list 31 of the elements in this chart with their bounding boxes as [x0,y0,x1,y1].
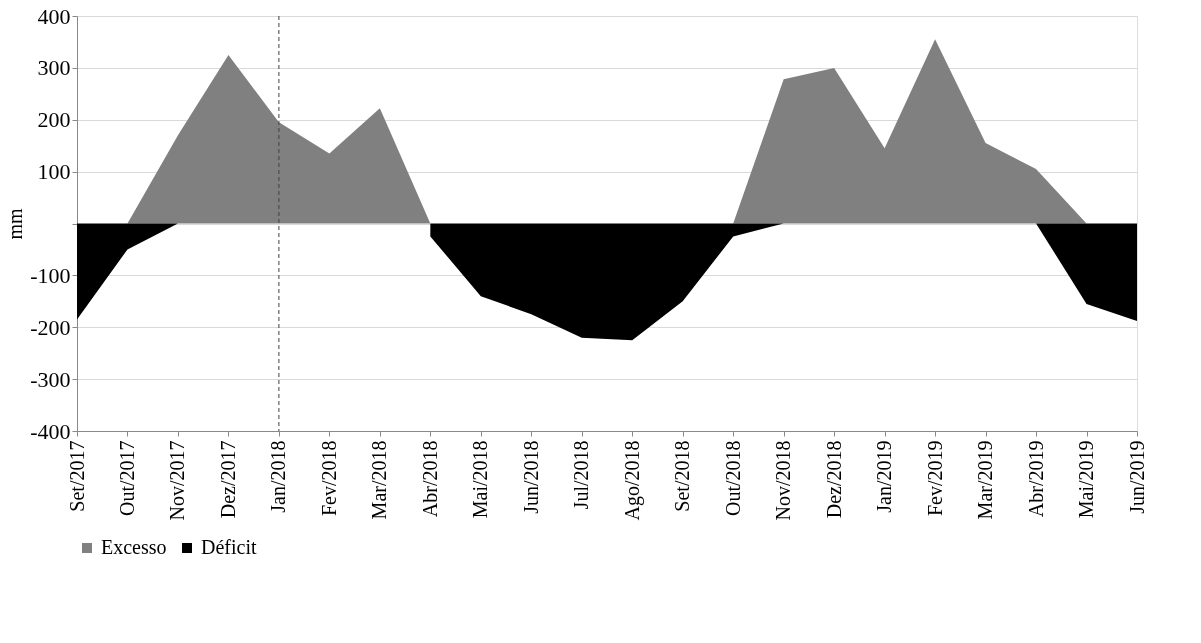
x-tick-label: Ago/2018 [620,440,644,521]
x-tick-label: Jan/2018 [267,440,290,513]
legend-label: Excesso [101,536,167,558]
x-tick-label: Out/2018 [721,440,744,517]
x-tick-label: Abr/2018 [418,440,441,518]
x-tick-label: Jul/2018 [570,440,593,510]
x-tick-label: Mar/2019 [974,440,997,520]
y-tick-label: 200 [37,107,71,133]
y-tick-label: 300 [37,55,71,81]
x-tick-label: Fev/2019 [923,440,946,517]
x-tick-label: Nov/2018 [772,440,795,521]
x-tick-label: Set/2018 [671,440,694,512]
y-tick-label: -200 [30,314,71,340]
x-tick-label: Mar/2018 [368,440,391,520]
legend-label: Déficit [201,536,257,558]
x-tick-label: Dez/2017 [216,440,239,519]
y-tick-label: -100 [30,262,71,288]
x-tick-label: Out/2017 [115,440,138,517]
y-axis-title: mm [4,208,27,240]
x-tick-label: Jun/2019 [1125,440,1148,514]
x-tick-label: Mai/2019 [1075,440,1098,519]
y-tick-label: 400 [37,3,71,29]
x-tick-label: Jun/2018 [519,440,542,514]
x-tick-label: Fev/2018 [317,440,340,517]
y-tick-label: 100 [37,159,71,185]
x-tick-label: Abr/2019 [1024,440,1047,518]
x-tick-label: Dez/2018 [822,440,845,519]
x-tick-label: Mai/2018 [469,440,492,519]
x-tick-label: Jan/2019 [873,440,896,513]
x-tick-label: Nov/2017 [166,440,189,521]
y-tick-label: -300 [30,366,71,392]
